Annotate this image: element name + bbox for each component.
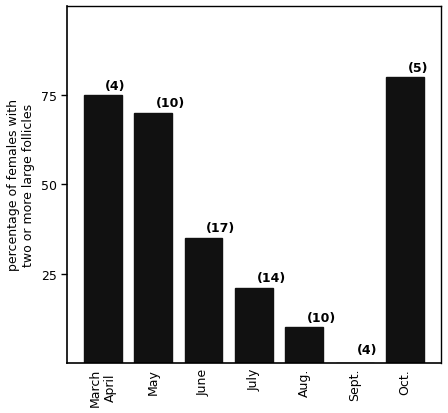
Bar <box>285 328 323 363</box>
Text: (4): (4) <box>358 343 378 356</box>
Text: (5): (5) <box>408 62 428 75</box>
Bar <box>386 78 424 363</box>
Bar <box>84 96 122 363</box>
Bar <box>134 114 172 363</box>
Text: (4): (4) <box>105 79 126 93</box>
Text: (14): (14) <box>257 272 286 285</box>
Text: (10): (10) <box>156 97 185 110</box>
Bar <box>185 238 223 363</box>
Text: (17): (17) <box>206 222 235 235</box>
Bar <box>235 288 273 363</box>
Y-axis label: percentage of females with
two or more large follicles: percentage of females with two or more l… <box>7 99 35 271</box>
Text: (10): (10) <box>307 311 336 324</box>
